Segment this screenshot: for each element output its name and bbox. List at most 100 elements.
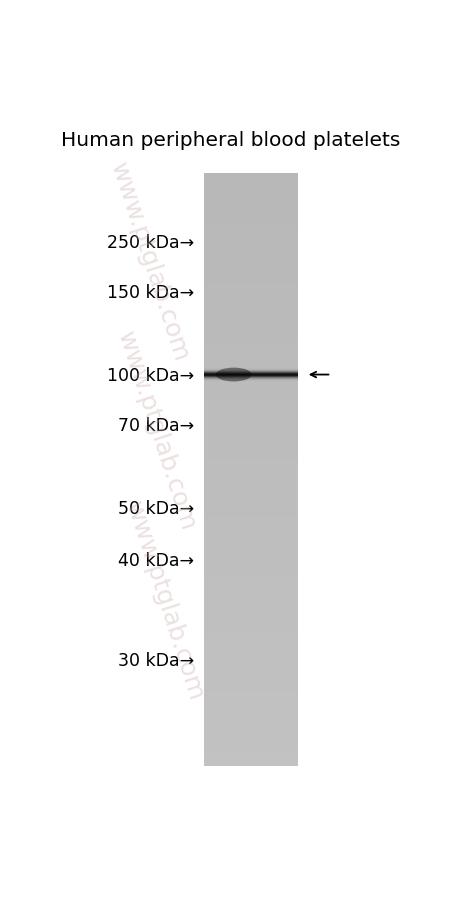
Bar [203, 623, 298, 626]
Bar [203, 618, 298, 621]
Bar [203, 545, 298, 548]
Bar [203, 391, 298, 393]
Bar [203, 440, 298, 443]
Bar [203, 322, 298, 324]
Bar [203, 239, 298, 241]
Text: 30 kDa→: 30 kDa→ [118, 651, 194, 669]
Bar [203, 254, 298, 257]
Bar [203, 375, 298, 377]
Bar [203, 237, 298, 239]
Bar [203, 713, 298, 715]
Bar [203, 217, 298, 219]
Bar [203, 726, 298, 729]
Bar [203, 432, 298, 435]
Bar [203, 638, 298, 640]
Bar [203, 663, 298, 666]
Bar [203, 531, 298, 533]
Bar [203, 364, 298, 365]
Bar [203, 399, 298, 401]
Bar [203, 598, 298, 601]
Bar [203, 703, 298, 705]
Bar [203, 474, 298, 476]
Bar [203, 452, 298, 455]
Bar [203, 570, 298, 573]
Bar [203, 673, 298, 676]
Text: 100 kDa→: 100 kDa→ [107, 366, 194, 384]
Bar [203, 460, 298, 462]
Bar [203, 227, 298, 229]
Bar [203, 687, 298, 689]
Bar [203, 631, 298, 634]
Bar [203, 345, 298, 348]
Bar [203, 764, 298, 766]
Bar [203, 229, 298, 231]
Bar [203, 521, 298, 523]
Bar [203, 334, 298, 336]
Bar [203, 288, 298, 290]
Bar [203, 381, 298, 383]
Bar [203, 551, 298, 553]
Bar [203, 748, 298, 750]
Bar [203, 653, 298, 656]
Bar [203, 290, 298, 292]
Bar [203, 405, 298, 407]
Bar [203, 728, 298, 731]
Bar [203, 505, 298, 508]
Bar [203, 699, 298, 701]
Bar [203, 560, 298, 563]
Bar [203, 602, 298, 604]
Text: 70 kDa→: 70 kDa→ [118, 417, 194, 435]
Bar [203, 525, 298, 528]
Bar [203, 251, 298, 253]
Bar [203, 640, 298, 642]
Bar [203, 434, 298, 437]
Bar [203, 503, 298, 506]
Bar [203, 191, 298, 194]
Bar [203, 274, 298, 277]
Bar [203, 188, 298, 189]
Bar [203, 389, 298, 391]
Bar [203, 286, 298, 289]
Bar [203, 659, 298, 661]
Bar [203, 304, 298, 307]
Bar [203, 355, 298, 357]
Bar [203, 604, 298, 606]
Bar [203, 387, 298, 389]
Bar [203, 361, 298, 364]
Bar [203, 497, 298, 500]
Bar [203, 448, 298, 450]
Bar [203, 181, 298, 184]
Bar [203, 253, 298, 255]
Bar [203, 367, 298, 370]
Bar [203, 661, 298, 664]
Bar [203, 472, 298, 474]
Bar [203, 269, 298, 271]
Bar [203, 711, 298, 713]
Bar [203, 377, 298, 380]
Bar [203, 633, 298, 636]
Bar [203, 620, 298, 622]
Bar [203, 636, 298, 638]
Bar [203, 553, 298, 555]
Bar [203, 537, 298, 539]
Bar [203, 709, 298, 711]
Bar [203, 470, 298, 472]
Bar [203, 282, 298, 284]
Bar [203, 410, 298, 413]
Bar [203, 193, 298, 196]
Bar [203, 349, 298, 352]
Bar [203, 610, 298, 612]
Bar [203, 327, 298, 330]
Bar [203, 465, 298, 468]
Bar [203, 721, 298, 723]
Bar [203, 209, 298, 211]
Bar [203, 555, 298, 557]
Bar [203, 548, 298, 551]
Bar [203, 354, 298, 355]
Bar [203, 480, 298, 482]
Bar [203, 407, 298, 409]
Bar [203, 535, 298, 538]
Bar [203, 752, 298, 754]
Bar [203, 606, 298, 608]
Bar [203, 502, 298, 503]
